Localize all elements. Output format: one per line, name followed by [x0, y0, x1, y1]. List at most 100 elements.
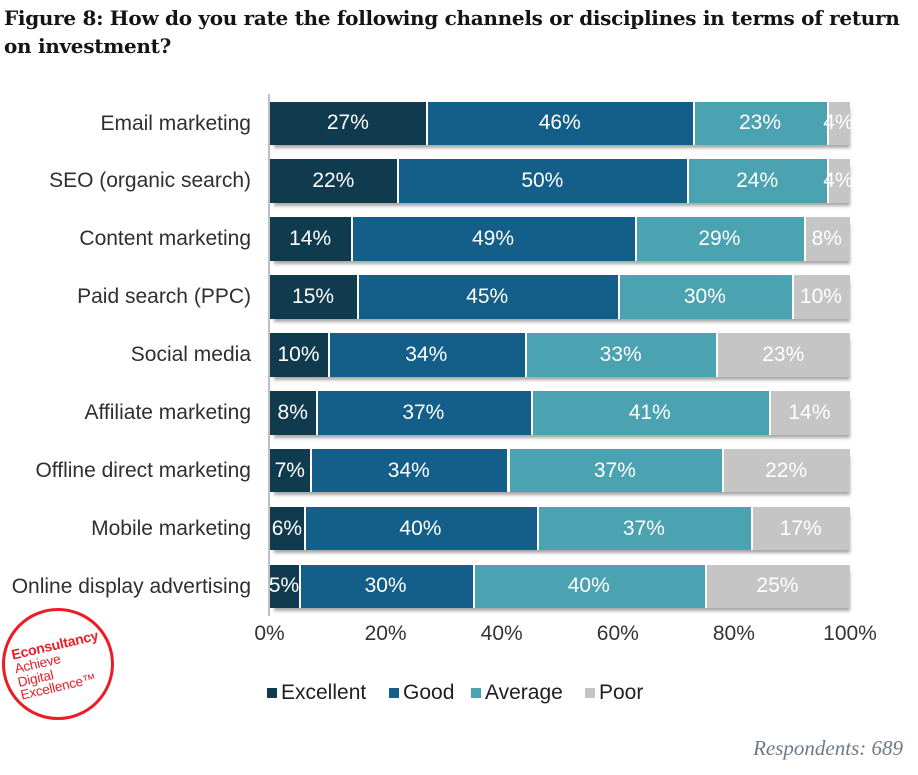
- bar-row: 10% 34% 33% 23%: [269, 333, 851, 377]
- x-tick-label: 100%: [823, 622, 877, 645]
- bar-row: 14% 49% 29% 8%: [269, 217, 851, 261]
- bar-segment-poor: [826, 159, 850, 203]
- legend-label: Average: [485, 681, 563, 704]
- value-label: 8%: [811, 227, 842, 251]
- respondents-note: Respondents: 689: [753, 736, 903, 760]
- bar-segment-average: [507, 448, 723, 493]
- value-label: 30%: [364, 574, 407, 598]
- value-label: 6%: [271, 516, 303, 540]
- legend-label: Poor: [599, 681, 644, 704]
- legend-label: Good: [403, 681, 455, 704]
- bar-segment-excellent: [269, 333, 328, 377]
- bar-segment-good: [426, 101, 694, 145]
- econsultancy-logo-text: Econsultancy Achieve Digital Excellence™: [10, 627, 109, 702]
- value-label: 41%: [628, 400, 671, 424]
- bar-segment-average: [530, 391, 769, 435]
- value-label: 4%: [823, 169, 854, 193]
- figure-title: Figure 8: How do you rate the following …: [4, 6, 900, 58]
- value-label: 45%: [466, 284, 509, 308]
- econsultancy-logo: Econsultancy Achieve Digital Excellence™: [2, 608, 114, 720]
- bar-segment-poor: [722, 448, 850, 493]
- bar-segment-poor: [704, 564, 850, 609]
- bar-segment-excellent: [269, 564, 299, 609]
- bar-segment-average: [524, 333, 717, 377]
- legend-item-good: Good: [389, 682, 454, 703]
- value-label: 50%: [521, 169, 564, 193]
- bar-segment-average: [693, 101, 827, 145]
- bar-segment-poor: [751, 506, 850, 551]
- value-label: 27%: [326, 111, 369, 135]
- value-label: 40%: [567, 574, 610, 598]
- legend-swatch-icon: [471, 687, 481, 698]
- bar-segment-good: [298, 564, 473, 609]
- value-label: 4%: [823, 111, 854, 135]
- bar-segment-poor: [826, 101, 850, 145]
- value-label: 7%: [274, 458, 305, 482]
- bar-segment-poor: [803, 217, 850, 261]
- value-label: 34%: [387, 458, 430, 482]
- bar-segment-excellent: [269, 391, 316, 435]
- legend-label: Excellent: [281, 681, 367, 704]
- value-label: 37%: [402, 400, 445, 424]
- bar-segment-good: [327, 333, 525, 377]
- category-label: Affiliate marketing: [84, 401, 251, 424]
- x-tick-label: 20%: [364, 622, 407, 645]
- value-label: 15%: [292, 284, 335, 308]
- value-label: 5%: [268, 574, 300, 598]
- value-label: 23%: [762, 342, 805, 366]
- bar-segment-average: [536, 506, 752, 551]
- bar-row: 7% 34% 37% 22%: [269, 448, 851, 493]
- category-label: Social media: [130, 343, 251, 367]
- category-label: Content marketing: [79, 227, 251, 251]
- bar-segment-good: [397, 159, 688, 203]
- bar-segment-excellent: [269, 448, 311, 493]
- category-label: Online display advertising: [11, 574, 251, 598]
- category-label: Email marketing: [100, 111, 251, 135]
- value-label: 33%: [599, 342, 642, 366]
- bar-segment-good: [356, 275, 618, 319]
- bar-row: 22% 50% 24% 4%: [269, 159, 854, 203]
- bar-row: 8% 37% 41% 14%: [269, 391, 851, 435]
- value-label: 37%: [622, 516, 665, 540]
- value-label: 25%: [756, 574, 799, 598]
- legend-swatch-icon: [389, 687, 399, 698]
- bar-segment-excellent: [269, 275, 357, 319]
- value-label: 24%: [736, 169, 779, 193]
- value-label: 17%: [779, 516, 822, 540]
- value-label: 37%: [593, 458, 636, 482]
- bar-segment-excellent: [269, 506, 305, 551]
- value-label: 23%: [739, 111, 782, 135]
- category-label: Mobile marketing: [91, 516, 251, 540]
- value-label: 10%: [277, 342, 320, 366]
- x-tick-label: 80%: [712, 622, 755, 645]
- legend-swatch-icon: [267, 687, 277, 698]
- value-label: 29%: [698, 227, 741, 251]
- category-label: SEO (organic search): [49, 169, 251, 193]
- x-tick-label: 60%: [596, 622, 639, 645]
- value-label: 49%: [471, 227, 514, 251]
- x-tick-label: 0%: [254, 622, 285, 645]
- bar-segment-excellent: [269, 159, 398, 203]
- bar-segment-average: [472, 564, 705, 609]
- legend-item-excellent: Excellent: [267, 682, 366, 703]
- bar-segment-good: [310, 448, 508, 493]
- bar-row: 27% 46% 23% 4%: [269, 101, 854, 145]
- y-axis-line: [267, 94, 270, 616]
- value-label: 40%: [399, 516, 442, 540]
- bar-segment-good: [304, 506, 537, 551]
- value-label: 10%: [799, 284, 842, 308]
- bar-segment-excellent: [269, 217, 351, 261]
- bar-segment-good: [350, 217, 636, 261]
- category-label: Paid search (PPC): [77, 285, 251, 309]
- legend-item-poor: Poor: [585, 682, 643, 703]
- bar-segment-poor: [716, 333, 850, 377]
- value-label: 8%: [277, 400, 308, 424]
- bar-row: 6% 40% 37% 17%: [269, 506, 851, 551]
- legend-swatch-icon: [585, 687, 595, 698]
- bar-segment-average: [617, 275, 792, 319]
- bar-row: 5% 30% 40% 25%: [268, 564, 850, 609]
- value-label: 22%: [765, 458, 808, 482]
- value-label: 22%: [312, 169, 355, 193]
- legend-item-average: Average: [471, 682, 563, 703]
